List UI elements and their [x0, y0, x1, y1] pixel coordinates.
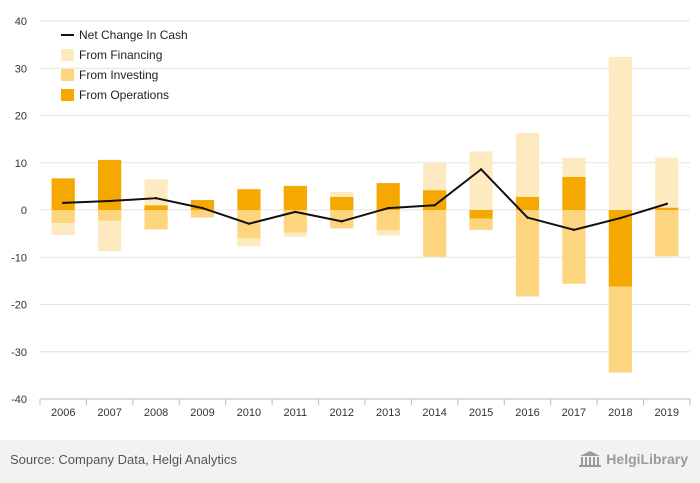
bar-from-operations-2016 [515, 196, 540, 210]
x-tick-label-2008: 2008 [144, 407, 168, 419]
bar-from-investing-2011 [283, 210, 307, 233]
bar-from-operations-2007 [98, 159, 122, 210]
x-tick-label-2015: 2015 [469, 407, 493, 419]
legend: Net Change In Cash From Financing From Inv… [61, 28, 188, 102]
net-change-polyline [63, 168, 668, 231]
bar-from-investing-2009 [190, 210, 215, 218]
bar-from-investing-2017 [562, 210, 586, 284]
bar-from-investing-2018 [608, 286, 632, 373]
helgi-library-logo[interactable]: HelgiLibrary [578, 450, 688, 468]
bar-from-financing-2015 [469, 151, 493, 210]
bar-from-financing-2014 [423, 162, 447, 191]
bars [51, 56, 679, 373]
bar-from-financing-2019 [655, 157, 679, 208]
bar-from-financing-2016 [515, 132, 540, 197]
bar-from-investing-2016 [515, 210, 540, 297]
bar-from-operations-2011 [283, 185, 307, 210]
net-change-point-2013 [387, 206, 390, 210]
legend-label: From Investing [79, 68, 158, 82]
bar-from-operations-2012 [330, 196, 354, 210]
bar-from-operations-2008 [144, 205, 168, 210]
y-tick-label: 20 [15, 111, 27, 123]
bar-from-financing-2010 [237, 238, 261, 247]
legend-item-from-operations[interactable]: From Operations [61, 88, 169, 102]
bar-from-financing-2012 [330, 192, 354, 197]
footer: Source: Company Data, Helgi Analytics He… [0, 440, 700, 483]
y-tick-label: -20 [11, 300, 27, 312]
legend-label: From Operations [79, 88, 169, 102]
x-tick-label-2017: 2017 [562, 407, 586, 419]
library-building-icon [579, 451, 602, 467]
bar-from-financing-2007 [98, 220, 122, 252]
bar-from-financing-2017 [562, 158, 586, 177]
net-change-point-2010 [247, 222, 251, 225]
legend-swatch [61, 49, 74, 61]
logo-text: HelgiLibrary [606, 451, 688, 467]
y-tick-label: 0 [21, 205, 27, 217]
y-tick-label: 10 [15, 158, 27, 170]
source-text: Source: Company Data, Helgi Analytics [10, 452, 237, 467]
x-tick-label-2014: 2014 [422, 407, 446, 419]
net-change-point-2016 [526, 216, 529, 219]
bar-from-investing-2008 [144, 210, 168, 230]
net-change-point-2007 [108, 199, 111, 203]
legend-swatch [61, 69, 74, 81]
x-tick-label-2011: 2011 [284, 407, 308, 419]
bar-from-operations-2018 [608, 210, 632, 287]
x-tick-label-2018: 2018 [608, 407, 632, 419]
y-tick-label: -30 [11, 347, 27, 359]
x-tick-label-2016: 2016 [515, 407, 539, 419]
y-tick-label: 30 [15, 63, 27, 75]
bar-from-operations-2019 [655, 207, 679, 210]
bar-from-investing-2007 [98, 210, 122, 221]
legend-label: From Financing [79, 48, 162, 62]
bar-from-operations-2006 [51, 178, 75, 210]
bar-from-financing-2008 [144, 179, 168, 206]
net-change-point-2012 [340, 220, 343, 223]
net-change-point-2015 [479, 168, 483, 171]
bar-from-investing-2013 [376, 210, 400, 231]
bar-from-financing-2006 [51, 223, 75, 236]
bar-from-investing-2019 [655, 210, 679, 257]
bar-from-operations-2013 [376, 183, 400, 210]
net-change-point-2011 [294, 210, 297, 214]
bar-from-investing-2012 [330, 210, 354, 229]
bar-from-investing-2015 [469, 218, 493, 230]
y-tick-label: 40 [15, 16, 27, 28]
x-tick-label-2006: 2006 [51, 407, 75, 419]
net-change-point-2018 [619, 216, 622, 220]
net-change-point-2006 [62, 201, 65, 205]
net-change-line [62, 168, 668, 232]
x-tick-label-2007: 2007 [97, 407, 121, 419]
net-change-point-2019 [665, 202, 668, 206]
x-axis: 2006 2007 2008 2009 2010 2011 2012 2013 2014 2015… [39, 398, 691, 419]
legend-item-from-investing[interactable]: From Investing [61, 68, 158, 82]
bar-from-operations-2015 [469, 210, 493, 219]
net-change-point-2008 [154, 196, 158, 200]
x-tick-label-2010: 2010 [237, 407, 261, 419]
bar-from-financing-2018 [608, 56, 632, 210]
bar-from-operations-2009 [190, 200, 215, 210]
legend-label: Net Change In Cash [79, 28, 188, 42]
x-tick-label-2013: 2013 [376, 407, 400, 419]
x-tick-label-2009: 2009 [190, 407, 214, 419]
legend-swatch [61, 89, 74, 101]
net-change-point-2009 [201, 206, 204, 210]
bar-from-investing-2006 [51, 210, 75, 224]
bar-from-operations-2017 [562, 176, 586, 210]
y-tick-label: -40 [11, 394, 27, 406]
legend-item-net-change-in-cash[interactable]: Net Change In Cash [61, 28, 188, 42]
net-change-point-2017 [572, 228, 576, 232]
x-tick-label-2012: 2012 [330, 407, 354, 419]
y-tick-label: -10 [11, 252, 27, 264]
net-change-point-2014 [433, 204, 436, 207]
bar-from-financing-2011 [283, 232, 307, 237]
bar-from-financing-2013 [376, 230, 400, 236]
bar-from-investing-2014 [423, 210, 447, 257]
bar-from-operations-2010 [237, 189, 261, 210]
x-tick-label-2019: 2019 [655, 407, 679, 419]
y-axis: -40 -30 -20 -10 0 10 20 30 40 [11, 16, 27, 406]
legend-item-from-financing[interactable]: From Financing [61, 48, 162, 62]
